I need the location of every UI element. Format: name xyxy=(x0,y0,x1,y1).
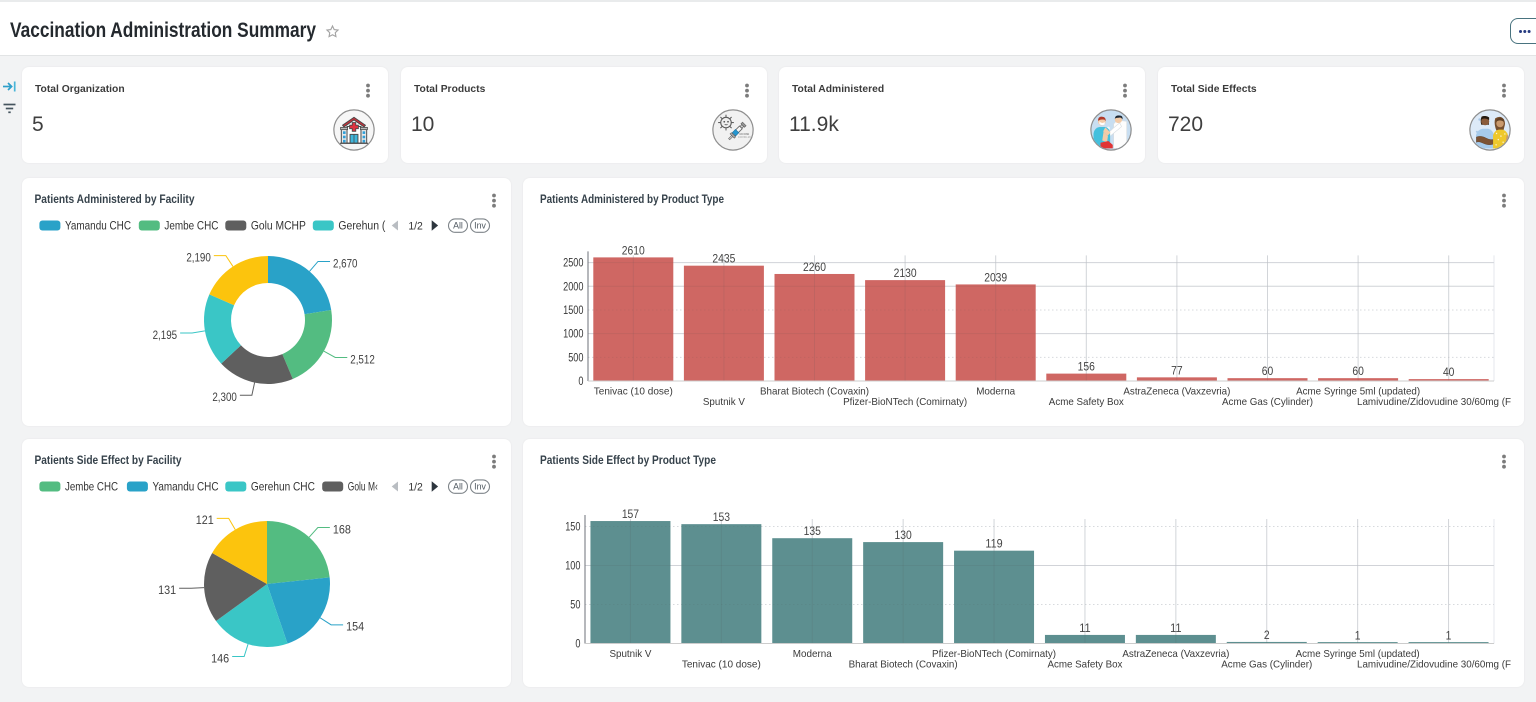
svg-text:Moderna: Moderna xyxy=(976,386,1015,398)
svg-text:Acme Gas (Cylinder): Acme Gas (Cylinder) xyxy=(1222,396,1313,408)
svg-text:0: 0 xyxy=(578,374,583,388)
svg-text:2610: 2610 xyxy=(622,243,645,257)
svg-text:All: All xyxy=(453,482,463,492)
svg-text:121: 121 xyxy=(196,514,214,527)
svg-text:2,300: 2,300 xyxy=(212,391,237,404)
svg-text:168: 168 xyxy=(333,523,351,536)
svg-text:Yamandu CHC: Yamandu CHC xyxy=(65,219,131,233)
svg-text:1000: 1000 xyxy=(563,327,584,341)
svg-text:Bharat Biotech (Covaxin): Bharat Biotech (Covaxin) xyxy=(760,386,869,398)
svg-text:1500: 1500 xyxy=(563,303,584,317)
svg-text:40: 40 xyxy=(1443,365,1455,379)
svg-text:2,195: 2,195 xyxy=(153,329,178,342)
svg-text:2,190: 2,190 xyxy=(186,251,211,264)
svg-text:Acme Gas (Cylinder): Acme Gas (Cylinder) xyxy=(1221,659,1312,671)
svg-text:Golu M‹: Golu M‹ xyxy=(348,480,378,494)
svg-text:Yamandu CHC: Yamandu CHC xyxy=(153,480,219,494)
svg-text:Pfizer-BioNTech (Comirnaty): Pfizer-BioNTech (Comirnaty) xyxy=(843,396,967,408)
svg-text:100: 100 xyxy=(565,559,581,573)
svg-text:156: 156 xyxy=(1078,360,1096,374)
svg-text:1/2: 1/2 xyxy=(408,220,423,232)
svg-text:Tenivac (10 dose): Tenivac (10 dose) xyxy=(682,659,761,671)
svg-text:Jembe CHC: Jembe CHC xyxy=(164,219,218,233)
svg-text:119: 119 xyxy=(985,537,1003,551)
svg-text:2039: 2039 xyxy=(984,270,1007,284)
svg-text:2000: 2000 xyxy=(563,279,584,293)
svg-text:11: 11 xyxy=(1079,621,1091,635)
svg-text:Sputnik V: Sputnik V xyxy=(609,648,651,660)
svg-text:Acme Safety Box: Acme Safety Box xyxy=(1047,659,1123,671)
svg-text:2435: 2435 xyxy=(712,252,735,266)
svg-text:Acme Syringe 5ml (updated): Acme Syringe 5ml (updated) xyxy=(1296,648,1420,660)
svg-text:11: 11 xyxy=(1170,621,1182,635)
svg-text:150: 150 xyxy=(565,520,581,534)
svg-text:Inv: Inv xyxy=(474,482,486,492)
svg-text:135: 135 xyxy=(804,524,822,538)
svg-text:Patients Side Effect by Produc: Patients Side Effect by Product Type xyxy=(540,455,716,467)
svg-text:Acme Syringe 5ml (updated): Acme Syringe 5ml (updated) xyxy=(1296,386,1420,398)
svg-text:50: 50 xyxy=(570,598,580,612)
svg-text:77: 77 xyxy=(1171,363,1183,377)
svg-text:2260: 2260 xyxy=(803,260,826,274)
svg-text:Lamivudine/Zidovudine 30/60mg: Lamivudine/Zidovudine 30/60mg (F xyxy=(1357,659,1511,671)
svg-text:All: All xyxy=(453,221,463,231)
svg-text:0: 0 xyxy=(575,637,580,651)
svg-text:AstraZeneca (Vaxzevria): AstraZeneca (Vaxzevria) xyxy=(1122,648,1229,660)
svg-text:2,512: 2,512 xyxy=(350,353,375,366)
svg-text:1: 1 xyxy=(1446,629,1452,643)
svg-text:VACCINE: VACCINE xyxy=(739,133,750,136)
svg-text:Inv: Inv xyxy=(474,221,486,231)
svg-text:1: 1 xyxy=(1355,629,1361,643)
svg-text:Jembe CHC: Jembe CHC xyxy=(65,480,118,494)
svg-text:Patients Administered by Facil: Patients Administered by Facility xyxy=(35,194,196,206)
svg-text:153: 153 xyxy=(713,510,731,524)
svg-text:2130: 2130 xyxy=(894,266,917,280)
svg-text:60: 60 xyxy=(1352,364,1364,378)
svg-text:1/2: 1/2 xyxy=(408,481,423,493)
svg-text:Golu MCHP: Golu MCHP xyxy=(251,219,306,233)
svg-text:Gerehun CHC: Gerehun CHC xyxy=(251,480,315,494)
svg-text:AstraZeneca (Vaxzevria): AstraZeneca (Vaxzevria) xyxy=(1123,386,1230,398)
svg-text:157: 157 xyxy=(622,507,640,521)
svg-text:Moderna: Moderna xyxy=(793,648,832,660)
svg-text:Lamivudine/Zidovudine 30/60mg: Lamivudine/Zidovudine 30/60mg (F xyxy=(1357,396,1511,408)
svg-text:154: 154 xyxy=(346,621,364,634)
svg-text:Patients Side Effect by Facili: Patients Side Effect by Facility xyxy=(35,455,183,467)
svg-text:130: 130 xyxy=(895,528,913,542)
svg-text:2: 2 xyxy=(1264,628,1270,642)
svg-text:Vaccination Administration Sum: Vaccination Administration Summary xyxy=(10,18,316,42)
svg-text:2500: 2500 xyxy=(563,256,584,270)
svg-text:500: 500 xyxy=(568,350,584,364)
svg-text:COVID-19: COVID-19 xyxy=(738,135,751,139)
svg-text:60: 60 xyxy=(1262,364,1274,378)
svg-text:2,670: 2,670 xyxy=(333,257,358,270)
svg-text:Acme Safety Box: Acme Safety Box xyxy=(1049,396,1125,408)
svg-text:131: 131 xyxy=(158,584,176,597)
svg-text:Pfizer-BioNTech (Comirnaty): Pfizer-BioNTech (Comirnaty) xyxy=(932,648,1056,660)
svg-text:Tenivac (10 dose): Tenivac (10 dose) xyxy=(594,386,673,398)
svg-text:146: 146 xyxy=(211,652,229,665)
svg-text:Patients Administered by Produ: Patients Administered by Product Type xyxy=(540,194,724,206)
svg-text:Bharat Biotech (Covaxin): Bharat Biotech (Covaxin) xyxy=(849,659,958,671)
svg-text:Gerehun (: Gerehun ( xyxy=(338,219,386,233)
svg-text:Sputnik V: Sputnik V xyxy=(703,396,745,408)
